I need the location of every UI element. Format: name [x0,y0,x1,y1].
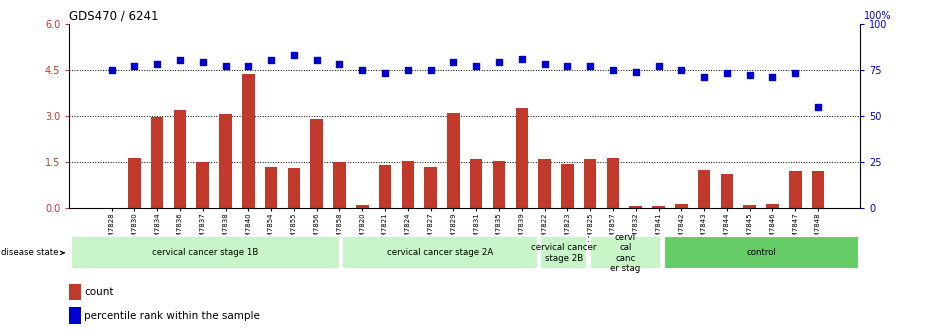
Point [674,67,689,73]
Point [560,63,574,69]
Point [355,67,370,73]
Text: cervical cancer
stage 2B: cervical cancer stage 2B [531,243,597,262]
Bar [447,113,460,208]
Bar [219,114,232,208]
Point [446,60,461,65]
Bar [584,159,597,208]
Point [606,67,621,73]
Point [105,67,119,73]
Bar [378,165,391,208]
Bar [607,158,619,208]
Bar [342,236,537,269]
Text: cervical cancer stage 2A: cervical cancer stage 2A [387,248,493,257]
Bar [675,204,687,208]
Point [720,71,734,76]
Bar [69,284,81,300]
Text: GDS470 / 6241: GDS470 / 6241 [69,9,159,23]
Bar [265,167,277,208]
Point [469,63,484,69]
Bar [629,206,642,208]
Text: cervical cancer stage 1B: cervical cancer stage 1B [152,248,258,257]
Point [697,74,711,80]
Bar [493,161,505,208]
Point [788,71,803,76]
Point [810,104,825,110]
Bar [128,158,141,208]
Text: percentile rank within the sample: percentile rank within the sample [84,310,260,321]
Bar [288,168,301,208]
Bar [356,205,368,208]
Point [127,63,142,69]
Bar [425,167,437,208]
Text: disease state: disease state [1,248,64,257]
Point [514,56,529,61]
Point [628,69,643,74]
Bar [664,236,859,269]
Bar [744,205,756,208]
Point [309,58,324,63]
Bar [401,161,414,208]
Bar [561,164,574,208]
Point [491,60,506,65]
Point [742,73,757,78]
Bar [538,159,551,208]
Point [240,63,255,69]
Point [264,58,278,63]
Bar [812,171,824,208]
Text: 100%: 100% [865,11,892,21]
Bar [196,162,209,208]
Point [218,63,233,69]
Point [173,58,188,63]
Point [332,61,347,67]
Point [287,52,302,58]
Bar [766,204,779,208]
Point [537,61,552,67]
Bar [589,236,661,269]
Bar [789,171,802,208]
Bar [333,162,346,208]
Bar [721,174,734,208]
Bar [174,110,186,208]
Bar [69,307,81,324]
Point [150,61,165,67]
Point [377,71,392,76]
Point [401,67,415,73]
Text: count: count [84,287,114,297]
Bar [151,118,164,208]
Bar [515,108,528,208]
Bar [470,159,483,208]
Bar [540,236,587,269]
Point [651,63,666,69]
Point [765,74,780,80]
Point [195,60,210,65]
Bar [652,206,665,208]
Bar [70,236,340,269]
Text: control: control [746,248,776,257]
Bar [311,119,323,208]
Point [424,67,438,73]
Bar [242,74,254,208]
Point [583,63,598,69]
Bar [697,170,710,208]
Text: cervi
cal
canc
er stag: cervi cal canc er stag [610,233,641,273]
